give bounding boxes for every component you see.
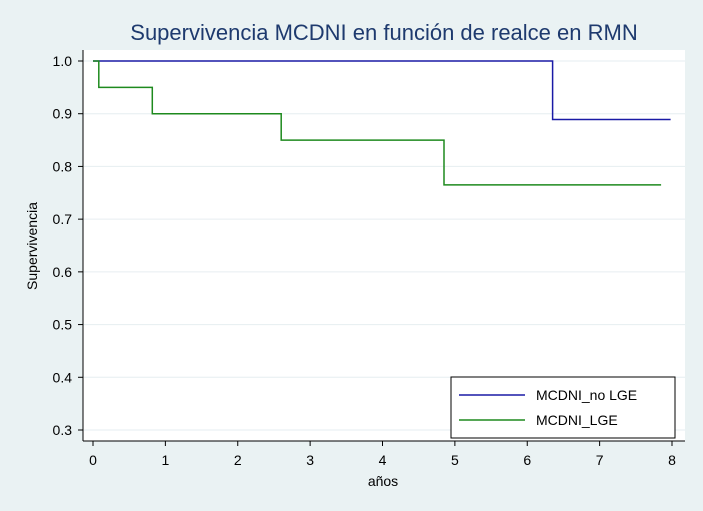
x-tick-label: 6 (523, 452, 531, 468)
ticks: 0.3 0.4 0.5 0.6 0.7 0.8 0.9 1.0 0 1 2 3 4 5 6 7 8 (53, 53, 677, 468)
y-tick-label: 0.5 (53, 317, 73, 333)
legend-box (450, 376, 676, 439)
legend-label-no-lge: MCDNI_no LGE (536, 387, 637, 403)
x-tick-label: 5 (451, 452, 459, 468)
x-tick-label: 0 (89, 452, 97, 468)
series-lines (93, 60, 671, 186)
plot-area (83, 50, 685, 441)
x-tick-label: 7 (596, 452, 604, 468)
y-tick-label: 0.4 (53, 369, 73, 385)
x-axis-label: años (368, 473, 398, 489)
legend: MCDNI_no LGE MCDNI_LGE (450, 376, 676, 439)
x-tick-label: 2 (234, 452, 242, 468)
y-tick-label: 0.7 (53, 211, 73, 227)
chart-title: Supervivencia MCDNI en función de realce… (130, 20, 637, 45)
y-tick-label: 1.0 (53, 53, 73, 69)
x-tick-label: 1 (161, 452, 169, 468)
x-tick-label: 3 (306, 452, 314, 468)
x-tick-label: 4 (379, 452, 387, 468)
series-line-lge (93, 60, 662, 186)
y-axis-label: Supervivencia (24, 202, 40, 290)
y-tick-label: 0.8 (53, 158, 73, 174)
y-tick-label: 0.3 (53, 422, 73, 438)
legend-label-lge: MCDNI_LGE (536, 412, 618, 428)
axes (82, 50, 685, 442)
y-tick-label: 0.9 (53, 106, 73, 122)
y-tick-label: 0.6 (53, 264, 73, 280)
x-tick-label: 8 (668, 452, 676, 468)
series-line-no-lge (93, 60, 671, 121)
